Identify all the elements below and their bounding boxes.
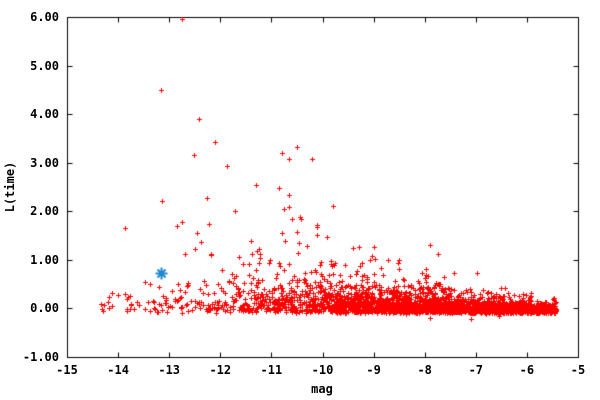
x-tick-label: -13: [158, 363, 181, 377]
x-tick-label: -14: [107, 363, 129, 377]
x-tick-label: -8: [417, 363, 432, 377]
x-tick-label: -9: [366, 363, 381, 377]
x-tick-label: -11: [260, 363, 283, 377]
y-tick-label: -1.00: [22, 350, 59, 364]
y-tick-label: 0.00: [30, 301, 59, 316]
y-tick-label: 3.00: [30, 155, 59, 170]
x-tick-label: -15: [56, 363, 78, 377]
x-tick-label: -6: [519, 363, 535, 377]
x-axis-title: mag: [311, 382, 333, 396]
x-tick-label: -5: [570, 363, 586, 377]
x-tick-label: -7: [468, 363, 484, 377]
y-tick-label: 2.00: [30, 204, 59, 219]
y-tick-label: 5.00: [30, 58, 59, 73]
y-tick-label: 1.00: [30, 252, 59, 267]
y-tick-label: 6.00: [30, 10, 59, 24]
y-tick-label: 4.00: [30, 107, 59, 122]
x-tick-label: -10: [311, 363, 334, 377]
x-tick-label: -12: [209, 363, 232, 377]
